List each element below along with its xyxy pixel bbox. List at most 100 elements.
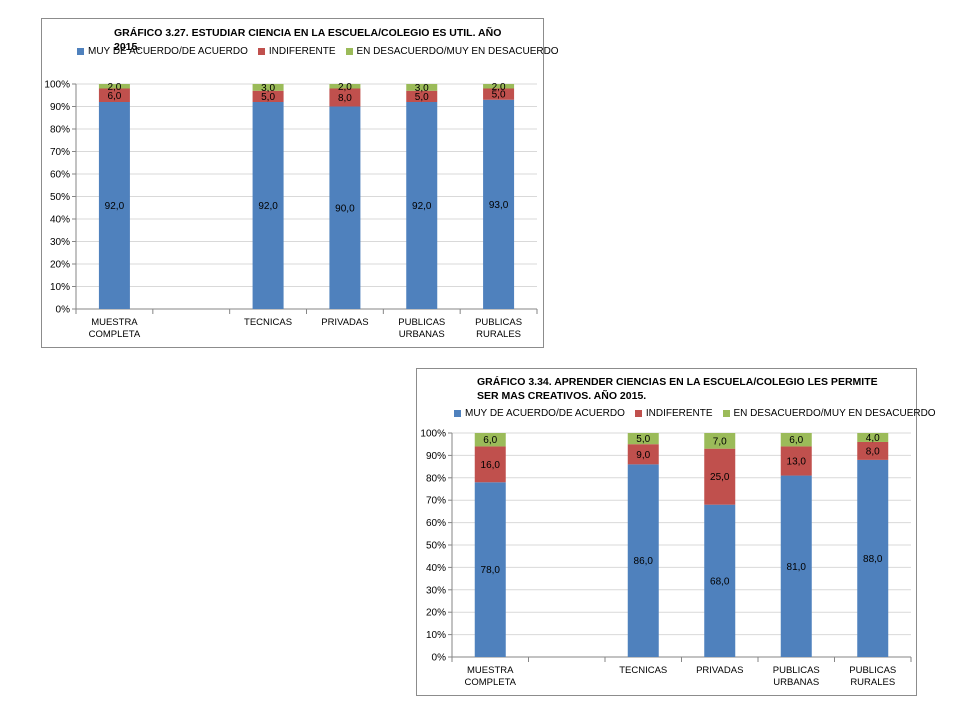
chart-title: GRÁFICO 3.27. ESTUDIAR CIENCIA EN LA ESC… <box>114 27 502 53</box>
legend-swatch-indiferente <box>634 410 642 417</box>
legend-label: INDIFERENTE <box>645 408 713 419</box>
data-label-desacuerdo: 5,0 <box>636 434 650 445</box>
y-tick-label: 20% <box>50 260 70 271</box>
y-tick-label: 30% <box>50 237 70 248</box>
y-tick-label: 100% <box>44 80 70 91</box>
bar-segment-acuerdo <box>329 106 361 309</box>
category-label: MUESTRA COMPLETA <box>89 317 141 340</box>
category-label-line: URBANAS <box>773 677 819 688</box>
chart-panel-1: GRÁFICO 3.27. ESTUDIAR CIENCIA EN LA ESC… <box>41 18 559 348</box>
data-label-desacuerdo: 2,0 <box>107 82 121 93</box>
bar-segment-desacuerdo <box>483 84 515 89</box>
data-label-desacuerdo: 6,0 <box>483 435 497 446</box>
category-label-line: MUESTRA <box>91 317 138 328</box>
bar-segment-desacuerdo <box>704 433 736 449</box>
category-label-line: RURALES <box>476 329 521 340</box>
data-label-indiferente: 5,0 <box>492 90 506 101</box>
data-label-indiferente: 8,0 <box>866 446 880 457</box>
data-label-acuerdo: 92,0 <box>412 201 432 212</box>
category-label-line: PUBLICAS <box>398 317 445 328</box>
data-label-indiferente: 13,0 <box>787 457 807 468</box>
data-label-acuerdo: 92,0 <box>258 201 278 212</box>
category-label-line: PUBLICAS <box>849 665 896 676</box>
data-label-indiferente: 5,0 <box>261 92 275 103</box>
y-tick-label: 60% <box>426 518 446 529</box>
data-label-desacuerdo: 4,0 <box>866 433 880 444</box>
legend-label: MUY DE ACUERDO/DE ACUERDO <box>88 46 248 57</box>
bar-segment-desacuerdo <box>329 84 361 89</box>
bar-segment-desacuerdo <box>627 433 659 445</box>
legend-swatch-acuerdo <box>454 410 461 417</box>
bar-segment-acuerdo <box>252 102 284 309</box>
data-label-indiferente: 16,0 <box>481 460 501 471</box>
data-label-acuerdo: 86,0 <box>634 556 654 567</box>
legend-label: INDIFERENTE <box>268 46 336 57</box>
category-label-line: PRIVADAS <box>321 317 368 328</box>
category-label-line: PUBLICAS <box>475 317 522 328</box>
data-label-acuerdo: 92,0 <box>105 201 125 212</box>
category-label: PUBLICAS RURALES <box>849 665 896 688</box>
category-label-line: MUESTRA <box>467 665 514 676</box>
category-label-line: RURALES <box>850 677 895 688</box>
y-tick-label: 90% <box>426 451 446 462</box>
bar-segment-acuerdo <box>704 504 736 657</box>
category-label: PRIVADAS <box>321 317 368 328</box>
y-tick-label: 80% <box>426 473 446 484</box>
legend-item-indiferente: INDIFERENTE <box>257 46 336 57</box>
legend-item-desacuerdo: EN DESACUERDO/MUY EN DESACUERDO <box>722 408 936 419</box>
bar-segment-indiferente <box>406 90 438 102</box>
bar-segment-acuerdo <box>474 482 506 657</box>
data-label-indiferente: 8,0 <box>338 93 352 104</box>
chart-plot: 0% 10% 20% 30% 40% 50% 60% 70% 80% 90% 100% 78,0 16,… <box>420 429 912 688</box>
data-label-desacuerdo: 7,0 <box>713 436 727 447</box>
category-label-line: COMPLETA <box>464 677 516 688</box>
data-label-acuerdo: 68,0 <box>710 576 730 587</box>
bar-segment-desacuerdo <box>406 84 438 91</box>
bar-segment-desacuerdo <box>780 433 812 447</box>
data-label-acuerdo: 88,0 <box>863 554 883 565</box>
bar-segment-desacuerdo <box>857 433 889 442</box>
category-label: PUBLICAS URBANAS <box>773 665 820 688</box>
category-label: PRIVADAS <box>696 665 743 676</box>
bar-segment-acuerdo <box>483 99 515 309</box>
y-tick-label: 40% <box>426 563 446 574</box>
category-label: PUBLICAS URBANAS <box>398 317 445 340</box>
y-tick-label: 10% <box>426 630 446 641</box>
bar-segment-indiferente <box>329 88 361 107</box>
data-label-indiferente: 5,0 <box>415 92 429 103</box>
chart-title: GRÁFICO 3.34. APRENDER CIENCIAS EN LA ES… <box>477 376 878 402</box>
legend-item-acuerdo: MUY DE ACUERDO/DE ACUERDO <box>454 408 625 419</box>
y-tick-label: 50% <box>426 541 446 552</box>
data-label-desacuerdo: 3,0 <box>261 83 275 94</box>
y-tick-label: 70% <box>426 496 446 507</box>
data-label-acuerdo: 90,0 <box>335 203 355 214</box>
legend-item-indiferente: INDIFERENTE <box>634 408 713 419</box>
bar-segment-acuerdo <box>627 464 659 657</box>
data-label-desacuerdo: 2,0 <box>492 82 506 93</box>
legend-item-acuerdo: MUY DE ACUERDO/DE ACUERDO <box>77 46 248 57</box>
legend-label: EN DESACUERDO/MUY EN DESACUERDO <box>733 408 936 419</box>
legend-label: MUY DE ACUERDO/DE ACUERDO <box>465 408 625 419</box>
data-label-indiferente: 9,0 <box>636 450 650 461</box>
bar-segment-acuerdo <box>857 459 889 657</box>
bar-segment-acuerdo <box>406 102 438 309</box>
category-label: PUBLICAS RURALES <box>475 317 522 340</box>
y-tick-label: 60% <box>50 170 70 181</box>
y-tick-label: 0% <box>432 653 447 664</box>
bar-segment-desacuerdo <box>98 84 130 89</box>
legend-label: EN DESACUERDO/MUY EN DESACUERDO <box>356 46 559 57</box>
legend: MUY DE ACUERDO/DE ACUERDO INDIFERENTE EN… <box>77 46 569 57</box>
category-label-line: TECNICAS <box>619 665 667 676</box>
category-label-line: TECNICAS <box>244 317 292 328</box>
bar-segment-indiferente <box>252 90 284 102</box>
bar-segment-indiferente <box>857 441 889 460</box>
bar-segment-indiferente <box>780 446 812 476</box>
chart-plot: 0% 10% 20% 30% 40% 50% 60% 70% 80% 90% 100% 92,0 6,0… <box>44 80 538 340</box>
y-tick-label: 90% <box>50 102 70 113</box>
bar-segment-indiferente <box>474 446 506 483</box>
bar-segment-acuerdo <box>780 475 812 657</box>
category-label: TECNICAS <box>619 665 667 676</box>
bar-segment-indiferente <box>627 444 659 465</box>
bar-segment-desacuerdo <box>252 84 284 91</box>
legend: MUY DE ACUERDO/DE ACUERDO INDIFERENTE EN… <box>454 408 946 419</box>
